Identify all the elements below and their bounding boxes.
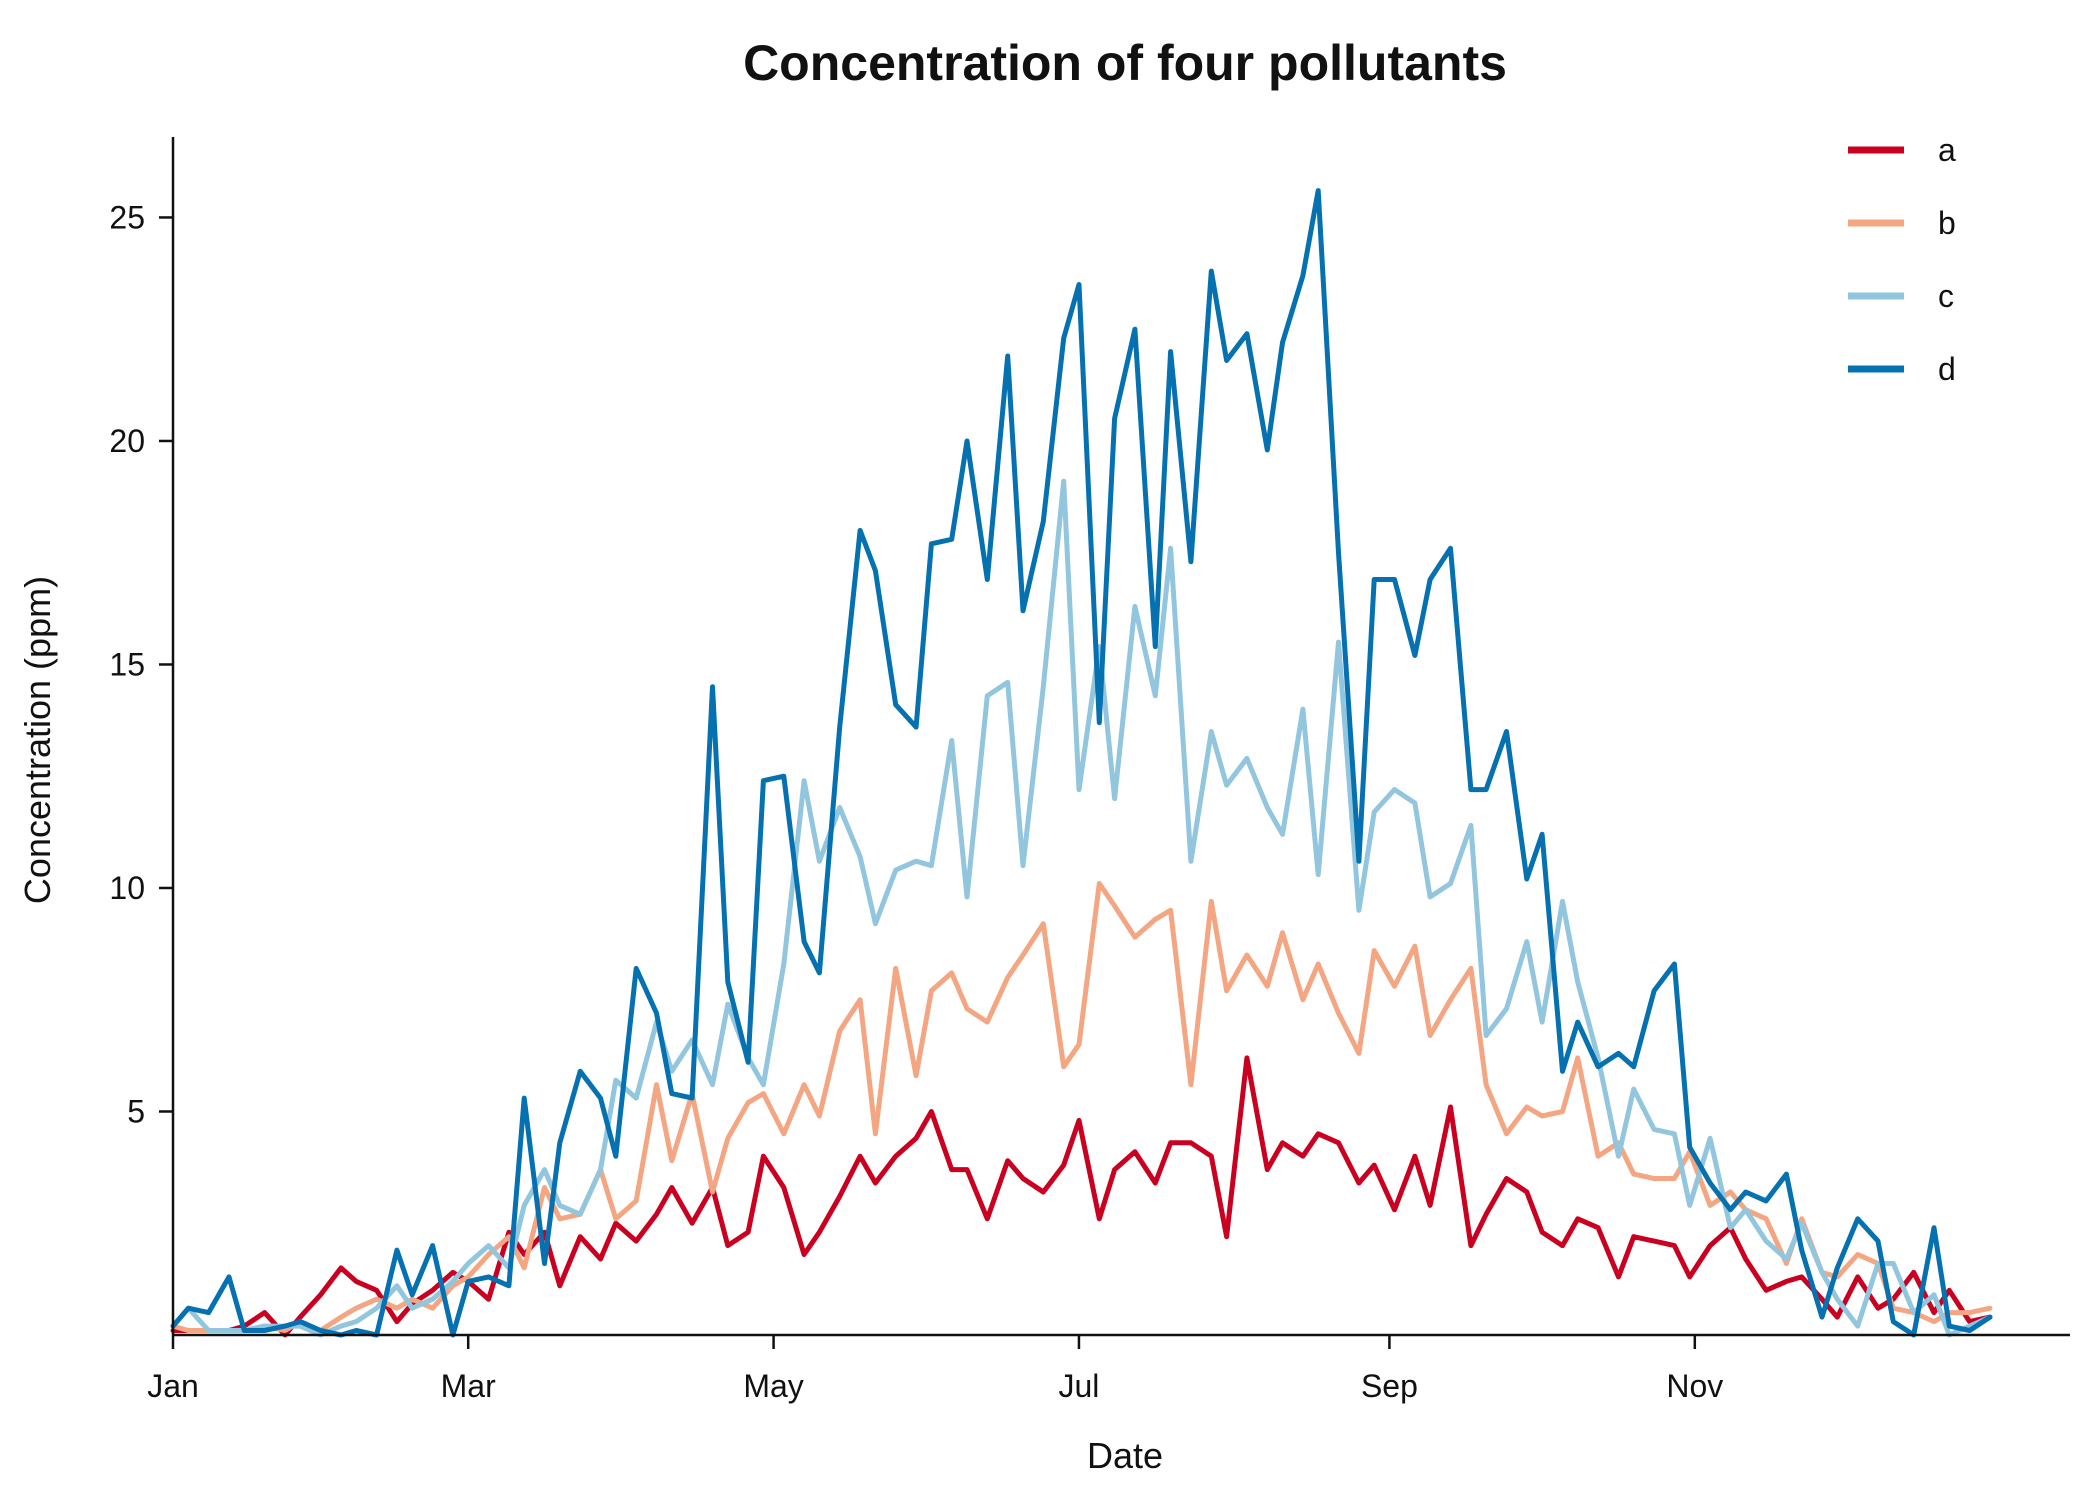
legend-label-b: b	[1938, 205, 1956, 241]
legend: a b c d	[1848, 132, 1956, 387]
x-tick-label: Mar	[441, 1368, 496, 1404]
y-tick-label: 25	[109, 199, 145, 235]
x-tick-label: Sep	[1361, 1368, 1418, 1404]
series-line-b	[170, 881, 1993, 1333]
x-tick-label: Nov	[1666, 1368, 1723, 1404]
series-line-a	[170, 1055, 1993, 1338]
chart-title: Concentration of four pollutants	[743, 35, 1507, 91]
y-tick-label: 10	[109, 870, 145, 906]
x-tick-label: Jan	[147, 1368, 199, 1404]
y-axis-ticks: 5 10 15 20 25	[109, 199, 173, 1129]
y-axis-label: Concentration (ppm)	[17, 576, 58, 904]
series-lines	[170, 188, 1993, 1338]
x-tick-label: May	[743, 1368, 803, 1404]
y-tick-label: 20	[109, 423, 145, 459]
legend-label-d: d	[1938, 351, 1956, 387]
series-line-d	[170, 188, 1993, 1338]
x-axis-ticks: Jan Mar May Jul Sep Nov	[147, 1335, 1723, 1404]
x-axis-label: Date	[1087, 1435, 1163, 1476]
legend-label-c: c	[1938, 278, 1954, 314]
x-tick-label: Jul	[1059, 1368, 1100, 1404]
y-tick-label: 15	[109, 646, 145, 682]
y-tick-label: 5	[127, 1093, 145, 1129]
legend-label-a: a	[1938, 132, 1956, 168]
series-line-c	[170, 478, 1993, 1338]
